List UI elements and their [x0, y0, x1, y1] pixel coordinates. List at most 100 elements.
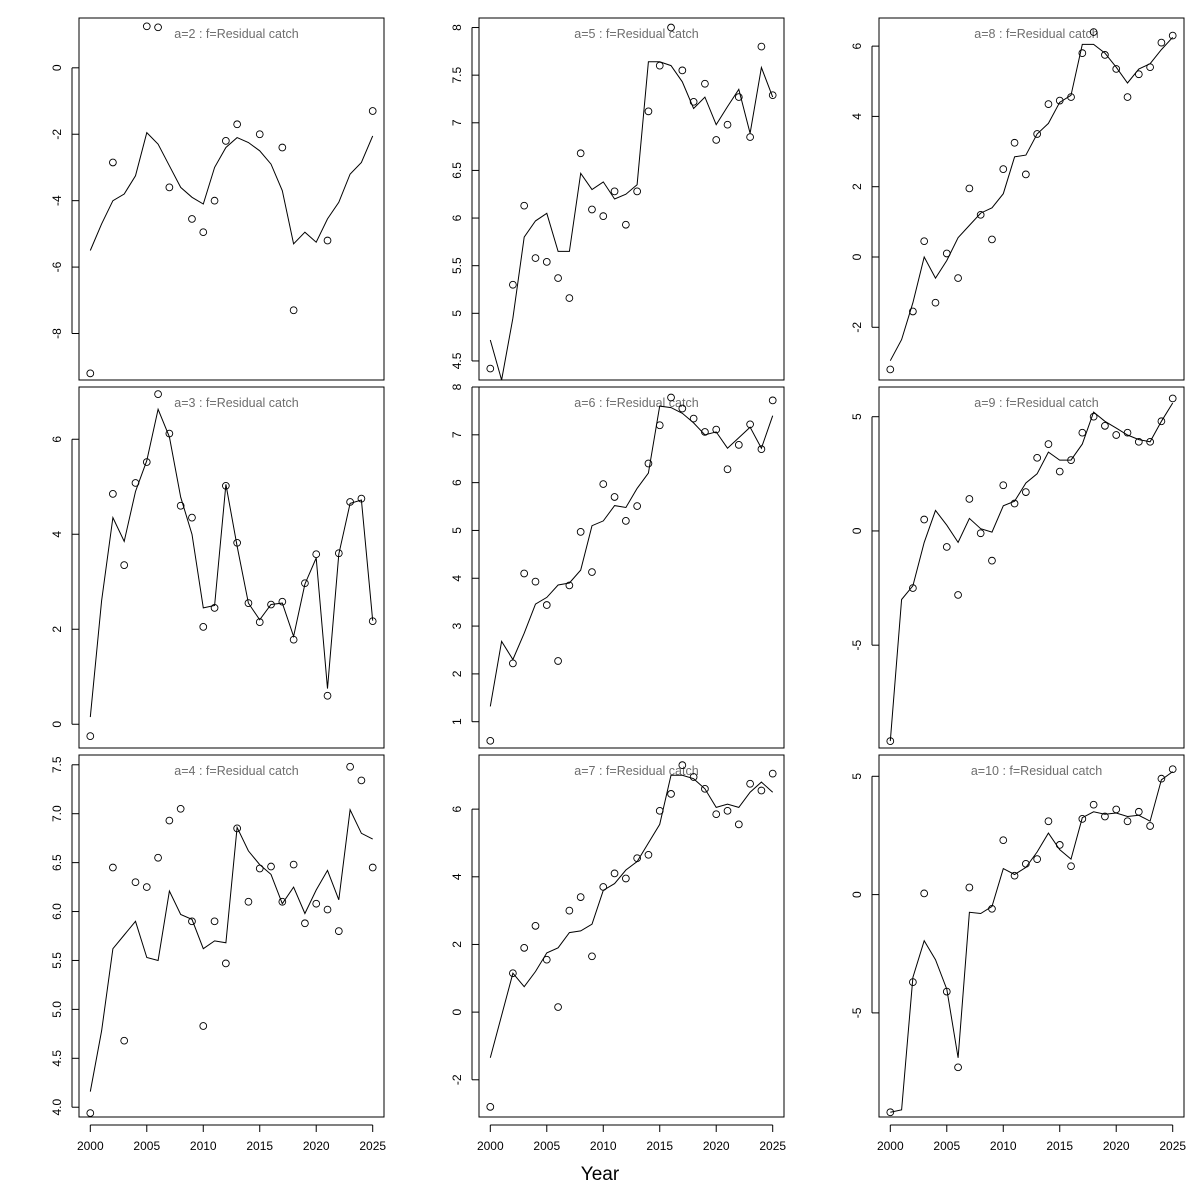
x-axis-title: Year — [581, 1164, 620, 1185]
observed-point — [1168, 765, 1177, 774]
y-tick-label: 5 — [450, 310, 464, 317]
observed-point — [1055, 467, 1064, 476]
observed-point — [267, 600, 275, 609]
observed-point — [131, 878, 140, 887]
observed-point — [1146, 63, 1154, 72]
observed-point — [599, 212, 608, 220]
observed-point — [734, 441, 743, 449]
observed-point — [644, 850, 653, 859]
observed-point — [486, 364, 495, 373]
observed-point — [965, 495, 974, 503]
observed-point — [210, 196, 219, 205]
observed-point — [1022, 859, 1030, 868]
observed-point — [976, 529, 985, 538]
panel-frame — [878, 17, 1185, 381]
observed-point — [1022, 488, 1030, 496]
y-tick-label: -6 — [50, 261, 64, 272]
observed-point — [954, 591, 962, 599]
observed-point — [1078, 428, 1087, 437]
y-tick-label: 6.5 — [450, 162, 464, 179]
y-tick-label: 4 — [450, 873, 464, 880]
observed-point — [531, 922, 540, 930]
observed-point — [542, 601, 551, 609]
observed-point — [599, 883, 608, 891]
observed-point — [312, 899, 321, 908]
observed-point — [1010, 871, 1019, 880]
panel-title: a=8 : f=Residual catch — [974, 27, 1098, 41]
x-axis-col-3: 2000 2005 2010 2015 2020 2025 — [877, 1124, 1186, 1153]
observed-point — [86, 1109, 95, 1117]
observed-point — [154, 390, 162, 398]
observed-point — [142, 22, 151, 31]
x-tick-label: 2000 — [477, 1139, 504, 1153]
panel-a-3: a=3 : f=Residual catch 0 2 4 6 — [50, 386, 385, 749]
observed-point — [588, 205, 596, 214]
observed-point — [644, 459, 653, 468]
y-tick-label: 0 — [850, 527, 864, 534]
observed-point — [1067, 93, 1075, 101]
observed-point — [667, 393, 675, 402]
observed-point — [301, 579, 309, 588]
observed-point — [176, 804, 185, 813]
observed-point — [954, 274, 962, 282]
observed-point — [154, 853, 162, 862]
observed-point — [920, 889, 929, 898]
observed-point — [1112, 431, 1121, 439]
y-tick-label: 2 — [450, 670, 464, 677]
panel-title: a=10 : f=Residual catch — [971, 764, 1102, 778]
panel-frame — [478, 754, 785, 1118]
observed-point — [233, 538, 241, 547]
observed-point — [1157, 774, 1166, 783]
observed-point — [346, 762, 354, 771]
observed-point — [1089, 28, 1098, 36]
panel-a-5: a=5 : f=Residual catch 4.5 5 5.5 6 6.5 7 7.5 8 — [450, 17, 785, 381]
y-tick-label: 7 — [450, 119, 464, 126]
y-tick-label: -5 — [850, 640, 864, 651]
observed-point — [1067, 456, 1075, 464]
fitted-line — [890, 771, 1173, 1113]
x-tick-label: 2005 — [933, 1139, 960, 1153]
x-axis-col-2: 2000 2005 2010 2015 2020 2025 — [477, 1124, 786, 1153]
observed-point — [109, 158, 117, 167]
observed-point — [622, 874, 630, 883]
observed-point — [520, 569, 529, 578]
x-tick-label: 2025 — [759, 1139, 786, 1153]
y-tick-label: 8 — [450, 383, 464, 390]
observed-point — [554, 1003, 562, 1011]
observed-point — [255, 130, 264, 139]
y-tick-label: -8 — [50, 328, 64, 339]
observed-point — [1022, 170, 1030, 179]
y-tick-label: 7 — [450, 431, 464, 438]
observed-point — [1134, 807, 1143, 816]
fitted-line — [889, 402, 1174, 742]
x-tick-label: 2025 — [359, 1139, 386, 1153]
observed-point — [746, 133, 754, 141]
observed-point — [701, 79, 709, 88]
observed-point — [210, 917, 219, 926]
observed-point — [954, 1063, 962, 1072]
y-tick-label: 0 — [850, 253, 864, 260]
observed-point — [334, 549, 343, 558]
observed-point — [255, 864, 264, 873]
observed-point — [701, 428, 709, 436]
observed-point — [188, 513, 196, 522]
observed-point — [746, 420, 754, 429]
y-tick-label: 6 — [850, 42, 864, 49]
fitted-line — [89, 407, 374, 718]
panel-title: a=4 : f=Residual catch — [174, 764, 298, 778]
observed-point — [965, 883, 974, 892]
y-tick-label: 6.0 — [50, 903, 64, 920]
observed-point — [655, 61, 664, 70]
x-tick-label: 2015 — [1046, 1139, 1073, 1153]
observed-point — [334, 927, 343, 935]
observed-point — [1101, 421, 1109, 430]
x-tick-label: 2020 — [303, 1139, 330, 1153]
observed-point — [244, 897, 253, 906]
observed-point — [588, 952, 596, 961]
observed-point — [1112, 805, 1121, 814]
observed-point — [1101, 812, 1109, 821]
observed-point — [323, 691, 332, 700]
panel-a-4: a=4 : f=Residual catch 4.0 4.5 5.0 5.5 6.0 6.5… — [50, 754, 385, 1118]
observed-point — [712, 136, 721, 144]
